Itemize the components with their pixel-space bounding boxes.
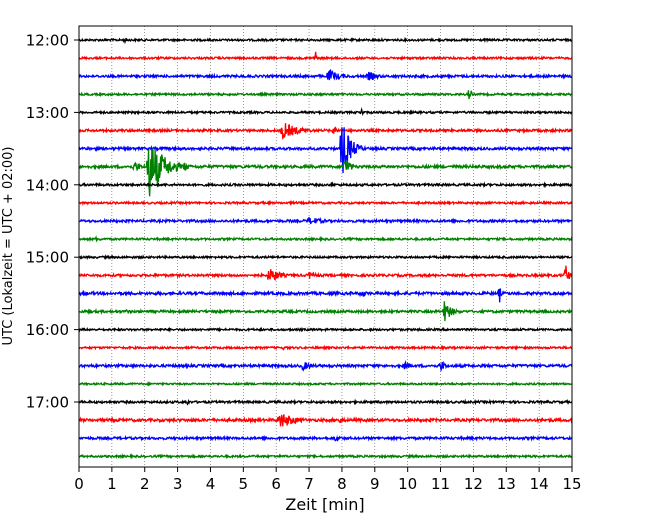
trace-1300-black [78, 107, 573, 117]
y-tick-label: 14:00 [26, 176, 69, 194]
x-tick-label: 11 [431, 475, 450, 493]
x-tick-label: 2 [140, 475, 150, 493]
trace-1330-blue [78, 127, 573, 174]
x-tick-label: 1 [107, 475, 117, 493]
trace-1245-green [78, 90, 573, 100]
trace-1230-blue [78, 69, 573, 81]
x-axis-ticks: 0 1 2 3 4 5 6 7 8 9 10 11 12 13 14 15 [74, 467, 582, 493]
x-tick-label: 13 [497, 475, 516, 493]
x-tick-label: 14 [530, 475, 549, 493]
y-axis-label: UTC (Lokalzeit = UTC + 02:00) [1, 147, 16, 346]
trace-1715-red [78, 414, 573, 427]
x-tick-label: 12 [464, 475, 483, 493]
trace-1215-red [78, 51, 573, 62]
x-tick-label: 10 [398, 475, 417, 493]
trace-lines [78, 36, 573, 460]
y-tick-label: 16:00 [26, 321, 69, 339]
x-tick-label: 7 [304, 475, 314, 493]
trace-1315-red [78, 123, 573, 140]
trace-1700-black [78, 398, 573, 406]
trace-1200-black [78, 36, 573, 45]
x-tick-label: 3 [173, 475, 183, 493]
trace-1615-red [78, 344, 573, 351]
y-tick-label: 15:00 [26, 249, 69, 267]
x-tick-label: 4 [206, 475, 216, 493]
y-axis-ticks: 12:00 13:00 14:00 15:00 16:00 17:00 [26, 32, 79, 412]
trace-1345-green [78, 148, 573, 197]
x-tick-label: 5 [239, 475, 249, 493]
y-tick-label: 17:00 [26, 394, 69, 412]
trace-1745-green [78, 453, 573, 460]
trace-1545-green [78, 301, 573, 322]
grid-lines [79, 26, 572, 467]
trace-1630-blue [78, 360, 573, 373]
trace-1445-green [78, 234, 573, 243]
plot-frame [78, 25, 573, 468]
y-tick-label: 12:00 [26, 32, 69, 50]
x-axis-label: Zeit [min] [285, 495, 364, 514]
y-tick-label: 13:00 [26, 104, 69, 122]
trace-1645-green [78, 380, 573, 387]
trace-1430-blue [78, 216, 573, 225]
x-tick-label: 0 [74, 475, 84, 493]
trace-1415-red [78, 199, 573, 206]
x-tick-label: 9 [370, 475, 380, 493]
x-tick-label: 15 [562, 475, 581, 493]
x-tick-label: 8 [337, 475, 347, 493]
trace-1730-blue [78, 434, 573, 442]
trace-1515-red [78, 265, 573, 281]
trace-1500-black [78, 254, 573, 261]
trace-1530-blue [78, 288, 573, 303]
x-tick-label: 6 [271, 475, 281, 493]
trace-1400-black [78, 181, 573, 189]
trace-1600-black [78, 326, 573, 333]
